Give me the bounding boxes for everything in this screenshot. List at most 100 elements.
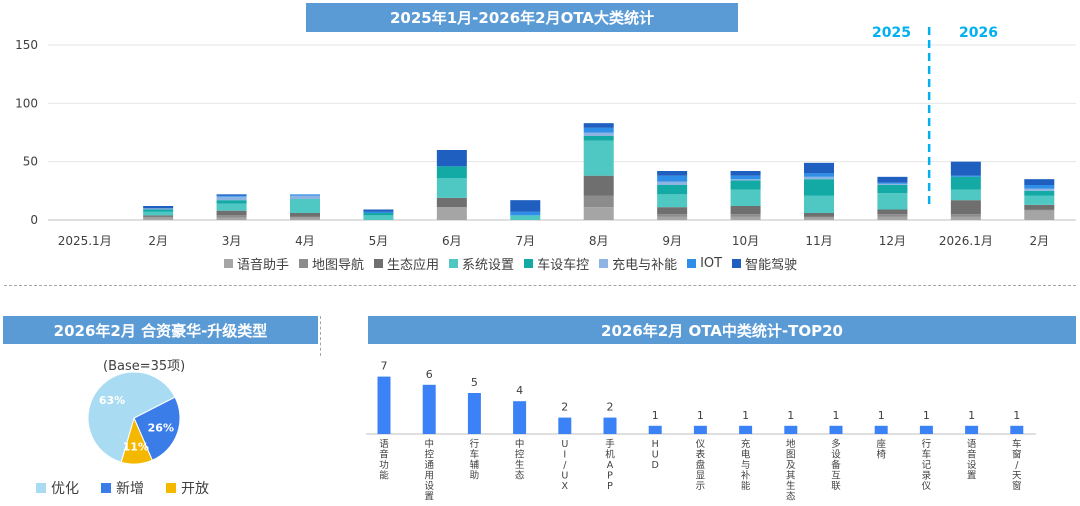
bar-segment xyxy=(657,181,688,185)
bar-segment xyxy=(804,195,834,213)
legend-label: IOT xyxy=(700,256,723,271)
bar-segment xyxy=(143,211,174,216)
y-tick-label: 100 xyxy=(15,96,38,110)
bar-segment xyxy=(877,185,908,194)
bar-segment xyxy=(216,203,247,211)
top20-bar xyxy=(467,393,481,434)
pie-legend-item: 开放 xyxy=(166,478,209,498)
bar-segment xyxy=(583,175,614,196)
x-tick-label: 4月 xyxy=(295,234,315,248)
bar-segment xyxy=(804,213,834,217)
x-tick-label: 5月 xyxy=(369,234,389,248)
top20-category-label: 语音功能 xyxy=(379,439,389,482)
bar-segment xyxy=(583,207,614,220)
legend-label: 地图导航 xyxy=(312,258,365,273)
top20-value-label: 1 xyxy=(652,409,659,422)
bar-segment xyxy=(143,215,174,217)
bar-segment xyxy=(510,215,541,220)
top20-bar xyxy=(919,425,933,434)
y-tick-label: 150 xyxy=(15,38,38,52)
bar-segment xyxy=(436,178,467,198)
bar-segment xyxy=(877,216,908,220)
bar-segment xyxy=(216,215,247,218)
bar-segment xyxy=(216,200,247,204)
bar-segment xyxy=(804,179,834,196)
bar-segment xyxy=(143,208,174,210)
bar-segment xyxy=(730,171,761,176)
top20-bar xyxy=(422,384,436,434)
top20-category-label: 充电与补能 xyxy=(741,438,751,492)
pie-legend-label: 开放 xyxy=(181,481,209,497)
pie-legend-swatch xyxy=(36,483,46,493)
year-label-2025: 2025 xyxy=(872,25,911,41)
x-tick-label: 11月 xyxy=(805,234,832,248)
bar-segment xyxy=(216,210,247,216)
bar-segment xyxy=(657,171,688,176)
bar-segment xyxy=(950,175,981,177)
legend-item: 地图导航 xyxy=(299,254,364,273)
bar-segment xyxy=(436,197,467,208)
pie-slice-label: 63% xyxy=(99,394,125,407)
x-tick-label: 2月 xyxy=(1029,234,1049,248)
bar-segment xyxy=(877,209,908,215)
top20-value-label: 1 xyxy=(833,409,840,422)
bar-segment xyxy=(657,194,688,208)
bar-segment xyxy=(143,206,174,209)
bar-segment xyxy=(657,214,688,217)
legend-label: 生态应用 xyxy=(387,258,440,273)
top20-bar xyxy=(377,376,391,434)
x-tick-label: 12月 xyxy=(879,234,906,248)
pie-legend-label: 新增 xyxy=(116,481,144,497)
top20-bar xyxy=(1010,425,1024,434)
x-tick-label: 3月 xyxy=(222,234,242,248)
top20-bar xyxy=(874,425,888,434)
bar-segment xyxy=(877,193,908,210)
bar-segment xyxy=(877,176,908,183)
bar-segment xyxy=(730,179,761,181)
bar-segment xyxy=(436,150,467,167)
legend-swatch xyxy=(224,259,233,268)
bar-segment xyxy=(877,182,908,184)
x-tick-label: 7月 xyxy=(515,234,535,248)
pie-slice-label: 11% xyxy=(123,440,149,453)
top20-category-label: 中控生态 xyxy=(515,438,525,482)
bar-segment xyxy=(950,216,981,220)
pie-legend-swatch xyxy=(166,483,176,493)
pie-slice xyxy=(87,371,176,463)
bar-segment xyxy=(143,217,174,220)
top20-value-label: 7 xyxy=(381,360,388,373)
bar-segment xyxy=(583,123,614,128)
bar-segment xyxy=(877,183,908,185)
top20-bar xyxy=(513,401,527,434)
pie-slice-label: 26% xyxy=(148,422,174,435)
top20-bar xyxy=(739,425,753,434)
pie-legend: 优化 新增 开放 xyxy=(36,478,209,498)
top20-value-label: 4 xyxy=(516,384,523,397)
bar-segment xyxy=(804,176,834,180)
legend-item: 智能驾驶 xyxy=(732,254,797,273)
bar-segment xyxy=(657,216,688,220)
top20-category-label: 语音设置 xyxy=(967,439,977,482)
bar-segment xyxy=(583,195,614,208)
x-tick-label: 8月 xyxy=(589,234,609,248)
legend-swatch xyxy=(687,259,697,268)
legend-swatch xyxy=(732,259,742,268)
bar-segment xyxy=(657,175,688,182)
top20-value-label: 5 xyxy=(471,376,478,389)
pie-legend-label: 优化 xyxy=(51,481,79,497)
y-tick-label: 50 xyxy=(23,155,38,169)
bar-segment xyxy=(730,189,761,206)
bar-segment xyxy=(730,175,761,180)
legend-item: 生态应用 xyxy=(374,254,439,273)
pie-legend-swatch xyxy=(101,483,111,493)
bar-segment xyxy=(804,217,834,220)
bar-segment xyxy=(730,214,761,217)
top20-bar xyxy=(603,417,617,434)
bar-segment xyxy=(143,216,174,218)
bar-segment xyxy=(290,217,320,220)
bar-segment xyxy=(950,200,981,215)
bar-segment xyxy=(290,199,320,213)
y-tick-label: 0 xyxy=(30,213,38,227)
top20-value-label: 1 xyxy=(878,409,885,422)
legend-item: 充电与补能 xyxy=(599,254,677,273)
